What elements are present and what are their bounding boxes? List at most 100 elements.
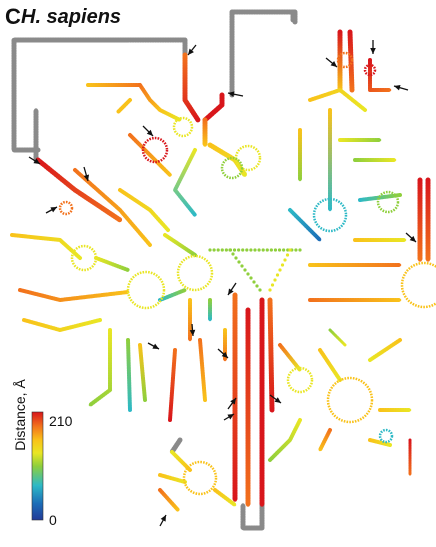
nucleotide-dot bbox=[243, 268, 247, 272]
nucleotide-dot bbox=[234, 256, 238, 260]
helix-strand-core bbox=[128, 133, 172, 177]
nucleotide-dot bbox=[273, 248, 278, 252]
nucleotide-dot bbox=[280, 263, 285, 267]
hairpin-loop bbox=[336, 51, 354, 69]
nucleotide-dot bbox=[286, 248, 290, 252]
hairpin-loop bbox=[376, 190, 400, 214]
helix-strand-core bbox=[368, 338, 402, 362]
annotation-arrowhead bbox=[160, 515, 166, 522]
helix-strand-core bbox=[318, 348, 342, 382]
annotation-arrowhead bbox=[394, 84, 401, 91]
helix-strand-core bbox=[168, 348, 177, 422]
annotation-arrowhead bbox=[189, 329, 196, 336]
helix-strand-core bbox=[241, 503, 264, 530]
nucleotide-dot bbox=[220, 248, 224, 252]
nucleotide-dot bbox=[249, 276, 253, 280]
nucleotide-dot bbox=[232, 248, 237, 252]
hairpin-loop bbox=[176, 254, 214, 292]
helix-strand-core bbox=[138, 83, 162, 112]
helix-strand-core bbox=[73, 168, 152, 247]
helix-strand-core bbox=[208, 143, 247, 177]
hairpin-loop bbox=[363, 63, 377, 77]
helix-strand-core bbox=[36, 158, 122, 222]
nucleotide-dot bbox=[208, 248, 212, 252]
nucleotide-dot bbox=[277, 248, 282, 252]
hairpin-loop bbox=[172, 116, 194, 138]
colorbar-title: Distance, Å bbox=[12, 379, 28, 451]
helix-strand-core bbox=[126, 338, 132, 412]
hairpin-loop bbox=[312, 197, 348, 233]
colorbar-min-label: 0 bbox=[49, 512, 57, 528]
helix-strand-core bbox=[278, 343, 302, 372]
helix-strand-core bbox=[18, 288, 130, 302]
annotation-arrowhead bbox=[230, 398, 236, 405]
helix-strand-core bbox=[198, 338, 207, 402]
nucleotide-dot bbox=[278, 268, 282, 272]
colorbar-max-label: 210 bbox=[49, 413, 73, 429]
nucleotide-dot bbox=[253, 248, 257, 252]
hairpin-loop bbox=[182, 460, 218, 496]
helix-strand-core bbox=[213, 488, 237, 507]
hairpin-loop bbox=[326, 376, 374, 424]
nucleotide-dot bbox=[265, 248, 269, 252]
nucleotide-dot bbox=[231, 252, 235, 256]
annotation-arrowhead bbox=[152, 343, 159, 349]
helix-strand-core bbox=[368, 438, 392, 447]
helix-strand bbox=[368, 58, 392, 92]
nucleotide-dot bbox=[285, 253, 290, 257]
nucleotide-dot bbox=[268, 288, 272, 292]
nucleotide-dot bbox=[261, 248, 265, 252]
annotation-arrowhead bbox=[50, 207, 57, 213]
helix-strand-core bbox=[329, 329, 346, 346]
single-stranded-dots bbox=[208, 248, 302, 292]
helix-strand-core bbox=[268, 418, 302, 462]
colorbar bbox=[31, 411, 44, 521]
nucleotide-dot bbox=[237, 260, 241, 264]
nucleotide-dot bbox=[216, 248, 220, 252]
annotation-arrowhead bbox=[33, 158, 40, 164]
nucleotide-dot bbox=[241, 248, 245, 252]
nucleotide-dot bbox=[252, 280, 256, 284]
annotation-arrowhead bbox=[146, 129, 153, 136]
hairpin-loop bbox=[141, 136, 169, 164]
rna-strands bbox=[10, 9, 431, 531]
annotation-arrowhead bbox=[83, 174, 90, 181]
helix-strand-core bbox=[170, 438, 182, 454]
helix-strand-core bbox=[268, 298, 274, 412]
helix-strand-core bbox=[173, 148, 197, 217]
hairpin-loop bbox=[400, 261, 436, 309]
nucleotide-dot bbox=[298, 248, 302, 252]
hairpin-loop bbox=[234, 144, 262, 172]
helix-strand bbox=[308, 88, 367, 112]
nucleotide-dot bbox=[269, 248, 273, 252]
helix-strand-core bbox=[288, 208, 322, 242]
nucleotide-dot bbox=[294, 248, 298, 252]
annotation-arrowhead bbox=[274, 397, 281, 403]
hairpin-loop bbox=[70, 244, 98, 272]
helix-strand bbox=[11, 37, 188, 153]
annotation-arrowhead bbox=[188, 48, 194, 55]
helix-strand-core bbox=[88, 328, 112, 407]
helix-strand-core bbox=[158, 108, 182, 122]
annotation-arrowhead bbox=[228, 91, 235, 97]
helix-strand-core bbox=[358, 193, 402, 202]
helix-strand-core bbox=[308, 88, 367, 112]
nucleotide-dot bbox=[246, 272, 250, 276]
rna-loops bbox=[58, 51, 436, 496]
nucleotide-dot bbox=[255, 284, 259, 288]
nucleotide-dot bbox=[282, 248, 286, 252]
helix-strand-core bbox=[183, 53, 200, 122]
panel-title: H. sapiens bbox=[21, 6, 122, 28]
helix-strand-core bbox=[158, 288, 187, 302]
annotation-arrowhead bbox=[409, 235, 416, 242]
nucleotide-dot bbox=[228, 248, 232, 252]
annotation-arrowhead bbox=[227, 414, 234, 420]
nucleotide-dot bbox=[275, 273, 280, 277]
helix-strand-core bbox=[118, 188, 170, 232]
helix-strand-core bbox=[94, 256, 130, 272]
nucleotide-dot bbox=[288, 248, 292, 252]
nucleotide-dot bbox=[245, 248, 249, 252]
helix-strand bbox=[229, 9, 298, 98]
